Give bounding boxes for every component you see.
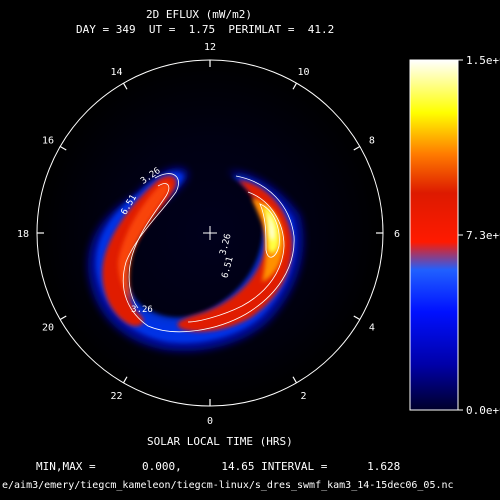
tick-mark-4 [353,315,361,321]
min-max-interval-label: MIN,MAX = 0.000, 14.65 INTERVAL = 1.628 [36,460,401,473]
colorbar-min-label: 0.0e+00 [466,404,500,417]
dusk-arc [102,175,177,327]
tick-mark-2 [292,376,298,384]
contour-line-dawn [187,191,285,323]
dusk-arc-core [118,182,171,302]
tick-label-16: 16 [42,136,54,147]
tick-mark-22 [122,376,128,384]
local-time-tick-labels: 0 2 4 6 8 10 12 14 16 18 20 22 [17,42,400,427]
tick-label-6: 6 [394,229,400,240]
tick-label-2: 2 [300,391,306,402]
tick-label-14: 14 [110,67,122,78]
tick-mark-10 [292,82,298,90]
pole-cross [203,226,217,240]
x-axis-label: SOLAR LOCAL TIME (HRS) [147,435,293,448]
dawn-arc-peak [266,212,275,241]
auroral-oval-heatmap [87,167,304,352]
contour-line-peak [259,203,280,258]
tick-label-12: 12 [204,42,216,53]
tick-label-18: 18 [17,229,29,240]
chart-title: 2D EFLUX (mW/m2) [146,8,252,21]
local-time-ticks [37,60,383,406]
chart-subtitle: DAY = 349 UT = 1.75 PERIMLAT = 41.2 [76,23,335,36]
tick-label-22: 22 [110,391,122,402]
tick-mark-8 [353,145,361,151]
colorbar-labels: 1.5e+01 7.3e+00 0.0e+00 [458,54,500,417]
contour-line-outer [122,173,295,333]
tick-label-0: 0 [207,416,213,427]
colorbar [409,59,459,411]
tick-label-10: 10 [297,67,309,78]
tick-label-4: 4 [369,323,375,334]
tick-mark-14 [122,82,128,90]
tick-mark-16 [59,145,67,151]
colorbar-mid-label: 7.3e+00 [466,229,500,242]
tick-mark-20 [59,315,67,321]
colorbar-max-label: 1.5e+01 [466,54,500,67]
file-path-label: e/aim3/emery/tiegcm_kameleon/tiegcm-linu… [2,480,454,491]
contour-label: 3.26 [131,305,153,315]
contour-line-dusk [128,183,170,309]
tick-label-8: 8 [369,136,375,147]
tick-label-20: 20 [42,323,54,334]
